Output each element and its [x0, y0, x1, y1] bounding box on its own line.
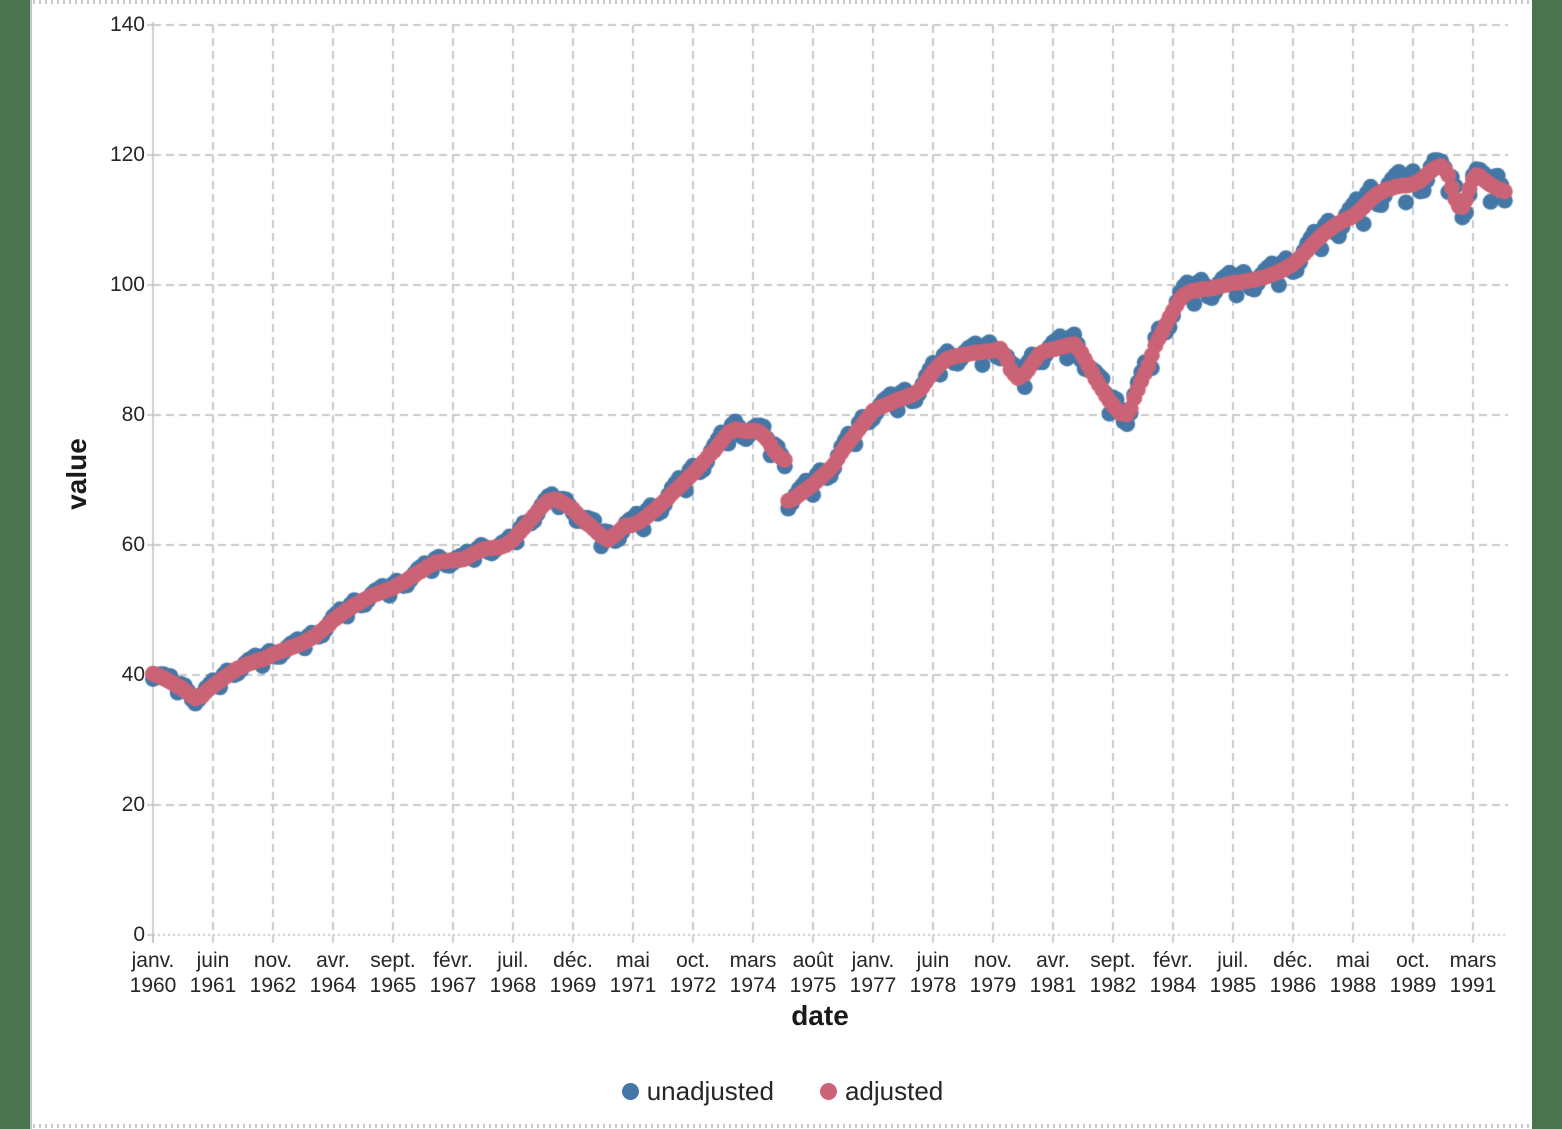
x-tick-month: avr. [1036, 949, 1070, 972]
x-tick-year: 1962 [249, 974, 297, 997]
x-tick-label: févr. 1967 [405, 948, 501, 998]
x-tick-month: oct. [676, 949, 710, 972]
x-tick-month: déc. [553, 949, 593, 972]
legend-label: unadjusted [646, 1076, 774, 1106]
x-tick-year: 1960 [129, 974, 177, 997]
x-tick-label: juil. 1968 [465, 948, 561, 998]
x-tick-month: nov. [973, 949, 1013, 972]
y-tick-label: 100 [109, 273, 145, 296]
x-tick-month: mai [1336, 949, 1370, 972]
x-tick-year: 1982 [1089, 974, 1137, 997]
x-tick-label: avr. 1981 [1005, 948, 1101, 998]
x-tick-label: janv. 1977 [825, 948, 921, 998]
x-tick-year: 1965 [369, 974, 417, 997]
x-tick-label: juil. 1985 [1185, 948, 1281, 998]
x-tick-label: mai 1971 [585, 948, 681, 998]
x-tick-label: août 1975 [765, 948, 861, 998]
x-tick-label: nov. 1979 [945, 948, 1041, 998]
x-tick-year: 1989 [1389, 974, 1437, 997]
x-tick-label: avr. 1964 [285, 948, 381, 998]
x-tick-month: févr. [1153, 949, 1193, 972]
adjusted-marker-icon [819, 1083, 837, 1100]
x-tick-label: juin 1961 [165, 948, 261, 998]
x-tick-label: févr. 1984 [1125, 948, 1221, 998]
unadjusted-marker-icon [621, 1083, 639, 1100]
x-tick-year: 1979 [969, 974, 1017, 997]
x-tick-month: oct. [1396, 949, 1430, 972]
x-tick-month: déc. [1273, 949, 1313, 972]
x-tick-month: sept. [370, 949, 416, 972]
y-tick-label: 40 [121, 663, 145, 686]
x-tick-label: déc. 1969 [525, 948, 621, 998]
x-tick-month: janv. [851, 949, 895, 972]
x-tick-label: oct. 1972 [645, 948, 741, 998]
x-tick-year: 1972 [669, 974, 717, 997]
x-tick-year: 1984 [1149, 974, 1197, 997]
x-tick-label: mars 1991 [1425, 948, 1521, 998]
y-tick-label: 0 [133, 923, 145, 946]
x-tick-month: juin [196, 949, 230, 972]
x-tick-month: nov. [253, 949, 293, 972]
x-tick-year: 1975 [789, 974, 837, 997]
x-tick-label: mars 1974 [705, 948, 801, 998]
x-tick-year: 1974 [729, 974, 777, 997]
left-green-sidebar [0, 0, 30, 1129]
top-dotted-border [33, 0, 1532, 4]
x-tick-year: 1978 [909, 974, 957, 997]
y-tick-label: 140 [109, 13, 145, 36]
x-axis-title: date [791, 1000, 849, 1031]
y-tick-label: 120 [109, 143, 145, 166]
x-tick-label: mai 1988 [1305, 948, 1401, 998]
x-tick-year: 1964 [309, 974, 357, 997]
x-tick-year: 1967 [429, 974, 477, 997]
y-tick-label: 60 [121, 533, 145, 556]
x-tick-label: sept. 1982 [1065, 948, 1161, 998]
x-tick-year: 1971 [609, 974, 657, 997]
x-tick-year: 1961 [189, 974, 237, 997]
y-axis-title: value [61, 438, 92, 510]
x-tick-year: 1969 [549, 974, 597, 997]
x-tick-month: mars [729, 949, 777, 972]
x-tick-month: févr. [433, 949, 473, 972]
chart-legend: unadjusted adjusted [33, 1076, 1532, 1107]
bottom-dotted-border [33, 1124, 1532, 1128]
x-tick-month: mars [1449, 949, 1497, 972]
x-tick-month: mai [616, 949, 650, 972]
sidebar-divider [30, 0, 32, 1129]
x-tick-year: 1991 [1449, 974, 1497, 997]
legend-label: adjusted [844, 1076, 944, 1106]
x-tick-label: oct. 1989 [1365, 948, 1461, 998]
legend-item-unadjusted: unadjusted [621, 1076, 774, 1107]
legend-item-adjusted: adjusted [819, 1076, 944, 1107]
x-tick-month: janv. [131, 949, 175, 972]
x-tick-month: août [792, 949, 834, 972]
x-tick-year: 1968 [489, 974, 537, 997]
x-tick-year: 1985 [1209, 974, 1257, 997]
x-tick-month: sept. [1090, 949, 1136, 972]
x-tick-label: juin 1978 [885, 948, 981, 998]
x-tick-month: juin [916, 949, 950, 972]
y-tick-label: 80 [121, 403, 145, 426]
x-tick-year: 1988 [1329, 974, 1377, 997]
x-tick-year: 1986 [1269, 974, 1317, 997]
y-tick-label: 20 [121, 793, 145, 816]
x-tick-label: nov. 1962 [225, 948, 321, 998]
x-tick-year: 1981 [1029, 974, 1077, 997]
x-tick-year: 1977 [849, 974, 897, 997]
right-green-sidebar [1532, 0, 1562, 1129]
x-tick-month: juil. [497, 949, 529, 972]
x-tick-month: avr. [316, 949, 350, 972]
x-tick-month: juil. [1217, 949, 1249, 972]
x-tick-label: janv. 1960 [105, 948, 201, 998]
x-tick-label: déc. 1986 [1245, 948, 1341, 998]
x-tick-label: sept. 1965 [345, 948, 441, 998]
